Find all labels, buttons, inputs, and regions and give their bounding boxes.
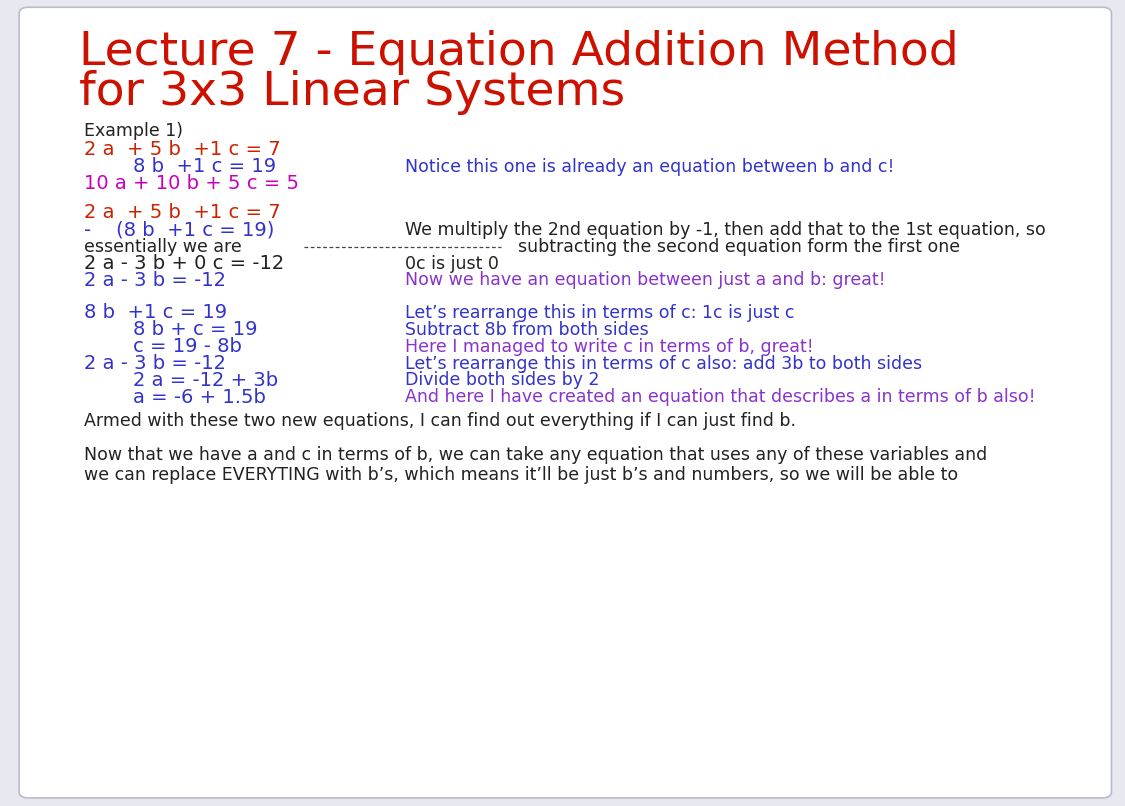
Text: 2 a  + 5 b  +1 c = 7: 2 a + 5 b +1 c = 7	[84, 203, 281, 222]
Text: Example 1): Example 1)	[84, 122, 183, 139]
Text: 0c is just 0: 0c is just 0	[405, 255, 498, 272]
Text: 8 b  +1 c = 19: 8 b +1 c = 19	[133, 157, 276, 177]
Text: Let’s rearrange this in terms of c: 1c is just c: Let’s rearrange this in terms of c: 1c i…	[405, 304, 794, 322]
Text: a = -6 + 1.5b: a = -6 + 1.5b	[133, 388, 266, 407]
Text: c = 19 - 8b: c = 19 - 8b	[133, 337, 242, 356]
Text: 10 a + 10 b + 5 c = 5: 10 a + 10 b + 5 c = 5	[84, 174, 299, 193]
Text: Armed with these two new equations, I can find out everything if I can just find: Armed with these two new equations, I ca…	[84, 412, 796, 430]
Text: 2 a  + 5 b  +1 c = 7: 2 a + 5 b +1 c = 7	[84, 140, 281, 160]
Text: Subtract 8b from both sides: Subtract 8b from both sides	[405, 321, 649, 339]
Text: 2 a = -12 + 3b: 2 a = -12 + 3b	[133, 371, 278, 390]
Text: 2 a - 3 b + 0 c = -12: 2 a - 3 b + 0 c = -12	[84, 254, 285, 273]
FancyBboxPatch shape	[19, 7, 1112, 798]
Text: for 3x3 Linear Systems: for 3x3 Linear Systems	[79, 70, 624, 115]
Text: Lecture 7 - Equation Addition Method: Lecture 7 - Equation Addition Method	[79, 30, 958, 75]
Text: 2 a - 3 b = -12: 2 a - 3 b = -12	[84, 271, 226, 290]
Text: 8 b  +1 c = 19: 8 b +1 c = 19	[84, 303, 227, 322]
Text: Divide both sides by 2: Divide both sides by 2	[405, 372, 600, 389]
Text: Now that we have a and c in terms of b, we can take any equation that uses any o: Now that we have a and c in terms of b, …	[84, 447, 988, 464]
Text: Here I managed to write c in terms of b, great!: Here I managed to write c in terms of b,…	[405, 338, 813, 355]
Text: subtracting the second equation form the first one: subtracting the second equation form the…	[518, 238, 960, 256]
Text: essentially we are: essentially we are	[84, 238, 242, 256]
Text: we can replace EVERYTING with b’s, which means it’ll be just b’s and numbers, so: we can replace EVERYTING with b’s, which…	[84, 466, 958, 484]
Text: We multiply the 2nd equation by -1, then add that to the 1st equation, so: We multiply the 2nd equation by -1, then…	[405, 221, 1046, 239]
Text: Let’s rearrange this in terms of c also: add 3b to both sides: Let’s rearrange this in terms of c also:…	[405, 355, 922, 372]
Text: Now we have an equation between just a and b: great!: Now we have an equation between just a a…	[405, 272, 885, 289]
Text: And here I have created an equation that describes a in terms of b also!: And here I have created an equation that…	[405, 388, 1035, 406]
Text: Notice this one is already an equation between b and c!: Notice this one is already an equation b…	[405, 158, 894, 176]
Text: -    (8 b  +1 c = 19): - (8 b +1 c = 19)	[84, 220, 274, 239]
Text: 8 b + c = 19: 8 b + c = 19	[133, 320, 258, 339]
Text: 2 a - 3 b = -12: 2 a - 3 b = -12	[84, 354, 226, 373]
